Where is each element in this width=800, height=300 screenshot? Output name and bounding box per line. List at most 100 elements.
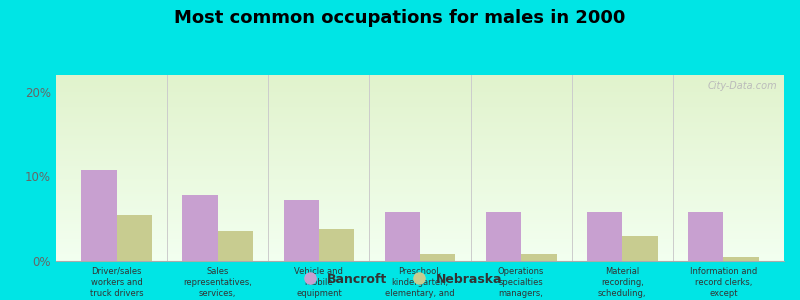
Bar	[56, 166, 784, 168]
Bar	[56, 86, 784, 88]
Bar	[56, 214, 784, 216]
Bar	[56, 131, 784, 133]
Bar	[56, 144, 784, 146]
Bar	[56, 125, 784, 127]
Bar	[56, 259, 784, 261]
Bar	[56, 226, 784, 227]
Bar	[56, 244, 784, 246]
Bar	[56, 187, 784, 188]
Bar	[56, 81, 784, 82]
Bar	[56, 94, 784, 95]
Bar	[385, 212, 420, 261]
Bar	[56, 227, 784, 230]
Bar	[56, 254, 784, 255]
Bar	[56, 205, 784, 207]
Bar	[56, 194, 784, 196]
Bar	[56, 79, 784, 81]
Bar	[56, 77, 784, 79]
Bar	[283, 200, 319, 261]
Bar	[56, 185, 784, 187]
Bar	[56, 192, 784, 194]
Bar	[521, 254, 557, 261]
Bar	[56, 84, 784, 86]
Bar	[56, 177, 784, 179]
Bar	[688, 212, 723, 261]
Bar	[56, 142, 784, 144]
Bar	[56, 181, 784, 183]
Bar	[56, 138, 784, 140]
Bar	[56, 164, 784, 166]
Legend: Bancroft, Nebraska: Bancroft, Nebraska	[292, 268, 508, 291]
Bar	[56, 242, 784, 244]
Bar	[56, 257, 784, 259]
Bar	[56, 224, 784, 226]
Bar	[56, 211, 784, 213]
Bar	[56, 127, 784, 129]
Bar	[56, 118, 784, 120]
Bar	[56, 202, 784, 203]
Bar	[56, 146, 784, 148]
Bar	[56, 200, 784, 202]
Bar	[56, 120, 784, 122]
Bar	[56, 160, 784, 162]
Bar	[56, 151, 784, 153]
Bar	[56, 110, 784, 112]
Bar	[56, 114, 784, 116]
Bar	[56, 88, 784, 90]
Bar	[56, 82, 784, 84]
Bar	[56, 129, 784, 131]
Bar	[56, 134, 784, 136]
Bar	[56, 103, 784, 105]
Bar	[56, 149, 784, 151]
Bar	[56, 122, 784, 123]
Text: City-Data.com: City-Data.com	[707, 81, 777, 91]
Bar	[56, 218, 784, 220]
Bar	[56, 241, 784, 242]
Bar	[56, 123, 784, 125]
Bar	[56, 95, 784, 97]
Bar	[56, 90, 784, 92]
Bar	[56, 213, 784, 214]
Bar	[56, 198, 784, 200]
Bar	[56, 188, 784, 190]
Bar	[56, 183, 784, 185]
Bar	[56, 248, 784, 250]
Bar	[56, 231, 784, 233]
Bar	[56, 136, 784, 138]
Bar	[56, 252, 784, 254]
Bar	[56, 162, 784, 164]
Bar	[56, 140, 784, 142]
Bar	[420, 254, 455, 261]
Bar	[56, 196, 784, 198]
Bar	[56, 207, 784, 209]
Bar	[218, 231, 253, 261]
Bar	[587, 212, 622, 261]
Bar	[56, 174, 784, 176]
Text: Most common occupations for males in 2000: Most common occupations for males in 200…	[174, 9, 626, 27]
Bar	[56, 155, 784, 157]
Bar	[56, 153, 784, 155]
Bar	[622, 236, 658, 261]
Bar	[56, 75, 784, 77]
Bar	[56, 230, 784, 231]
Bar	[56, 99, 784, 101]
Bar	[486, 212, 521, 261]
Bar	[56, 176, 784, 177]
Bar	[56, 190, 784, 192]
Bar	[56, 237, 784, 239]
Bar	[56, 148, 784, 149]
Bar	[82, 170, 117, 261]
Bar	[56, 170, 784, 172]
Bar	[56, 157, 784, 159]
Bar	[56, 209, 784, 211]
Bar	[56, 222, 784, 224]
Bar	[56, 233, 784, 235]
Bar	[56, 203, 784, 205]
Bar	[56, 109, 784, 110]
Bar	[56, 172, 784, 174]
Bar	[56, 250, 784, 252]
Bar	[56, 116, 784, 118]
Bar	[56, 112, 784, 114]
Bar	[56, 235, 784, 237]
Bar	[56, 216, 784, 218]
